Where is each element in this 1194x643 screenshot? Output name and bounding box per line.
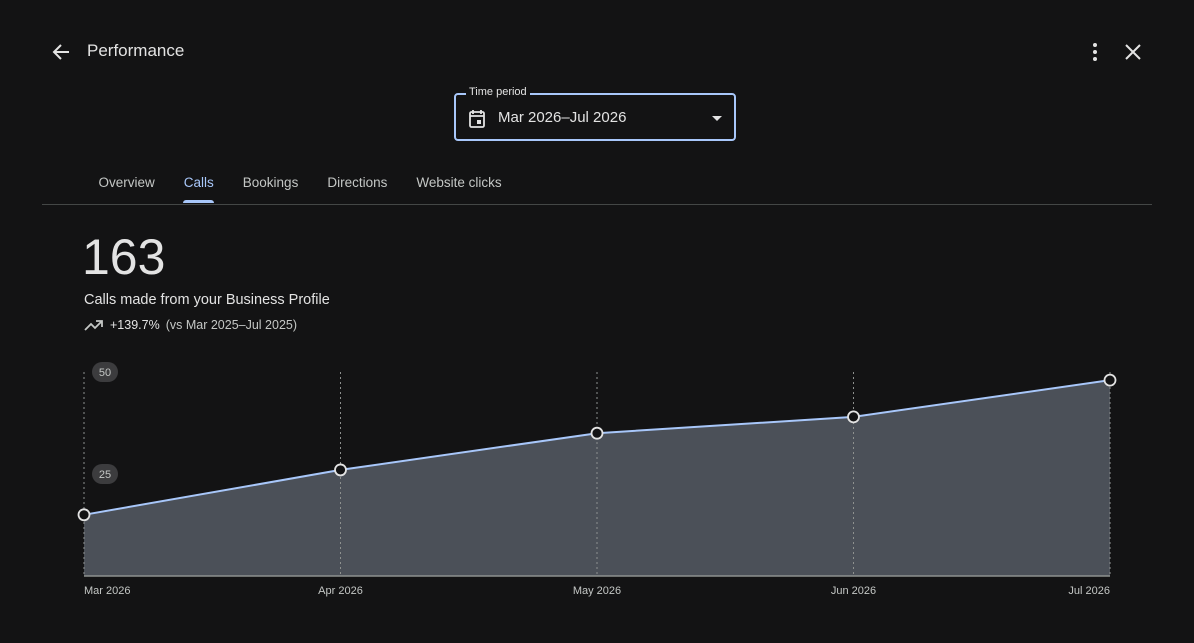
tab-bar: Overview Calls Bookings Directions Website c… xyxy=(84,172,516,203)
page-title: Performance xyxy=(87,41,185,60)
time-period-label: Time period xyxy=(466,86,530,98)
time-period-value: Mar 2026–Jul 2026 xyxy=(498,109,627,126)
metric-description: Calls made from your Business Profile xyxy=(84,292,330,308)
change-comparison: (vs Mar 2025–Jul 2025) xyxy=(165,318,298,332)
metric-value: 163 xyxy=(82,229,166,285)
x-tick-label: Jul 2026 xyxy=(1068,585,1110,597)
tab[interactable]: Website clicks xyxy=(416,175,502,190)
tab[interactable]: Directions xyxy=(327,175,388,190)
x-tick-label: Jun 2026 xyxy=(831,585,876,597)
dropdown-arrow xyxy=(712,116,722,121)
time-period-select[interactable]: Time period Mar 2026–Jul 2026 xyxy=(454,86,736,141)
calendar-icon xyxy=(469,110,485,128)
y-tick-pill xyxy=(92,362,118,382)
divider xyxy=(42,204,1152,205)
y-tick-pill xyxy=(92,464,118,484)
tab[interactable]: Calls xyxy=(169,172,228,203)
back-button[interactable] xyxy=(50,41,72,63)
x-tick-label: Mar 2026 xyxy=(84,585,130,597)
close-button[interactable] xyxy=(1122,41,1144,63)
data-point xyxy=(590,426,604,440)
x-tick-label: Apr 2026 xyxy=(318,585,363,597)
change-value: +139.7% xyxy=(110,318,160,332)
x-tick-label: May 2026 xyxy=(573,585,621,597)
tab[interactable]: Bookings xyxy=(242,175,299,190)
data-point xyxy=(334,463,347,477)
data-point xyxy=(77,508,91,522)
more-menu[interactable] xyxy=(1085,41,1105,63)
tab[interactable]: Overview xyxy=(98,175,155,190)
y-tick-label: 50 xyxy=(99,367,111,379)
metric-change: +139.7% (vs Mar 2025–Jul 2025) xyxy=(110,318,297,332)
trend-icon xyxy=(84,320,103,331)
y-tick-label: 25 xyxy=(99,469,111,481)
data-point xyxy=(847,410,860,424)
data-point xyxy=(1103,373,1117,387)
